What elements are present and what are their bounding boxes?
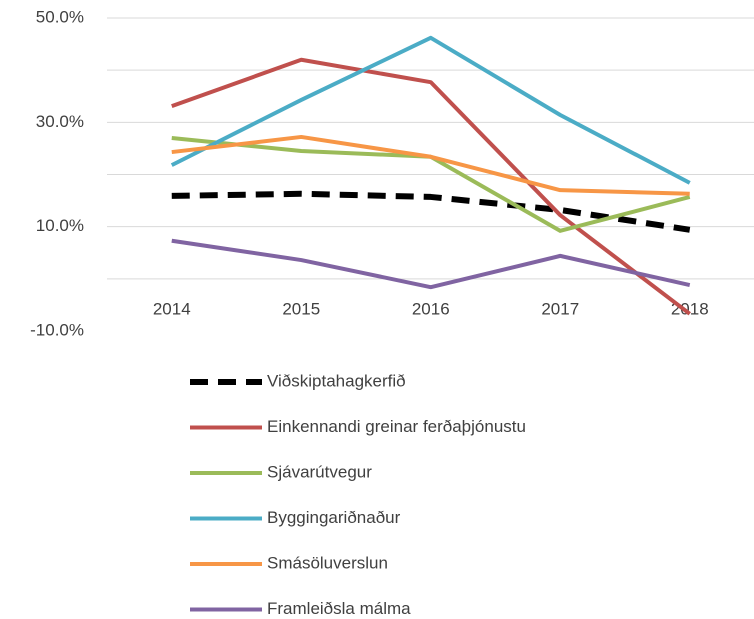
legend-label: Sjávarútvegur (267, 462, 372, 481)
x-tick-label: 2016 (412, 299, 450, 318)
y-tick-label: 30.0% (36, 112, 84, 131)
legend-label: Smásöluverslun (267, 553, 388, 572)
legend-label: Einkennandi greinar ferðaþjónustu (267, 417, 526, 436)
y-tick-label: -10.0% (30, 320, 84, 339)
x-tick-label: 2017 (541, 299, 579, 318)
legend-label: Viðskiptahagkerfið (267, 371, 406, 390)
line-series (171, 57, 691, 316)
x-tick-label: 2018 (671, 299, 709, 318)
x-tick-label: 2014 (153, 299, 191, 318)
line-series (171, 135, 691, 233)
line-series (171, 134, 690, 196)
legend-label: Framleiðsla málma (267, 599, 411, 618)
legend-label: Byggingariðnaður (267, 508, 401, 527)
y-tick-label: 10.0% (36, 216, 84, 235)
line-series (170, 35, 691, 185)
line-series (171, 238, 691, 290)
y-tick-label: 50.0% (36, 7, 84, 26)
line-series (171, 190, 691, 233)
x-tick-label: 2015 (282, 299, 320, 318)
